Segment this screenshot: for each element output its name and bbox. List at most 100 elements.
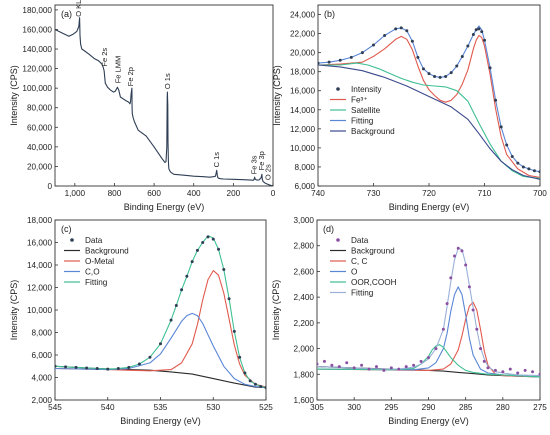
data-point	[421, 67, 425, 71]
legend-label: Fitting	[351, 117, 374, 126]
data-point	[253, 382, 257, 386]
data-point	[367, 367, 371, 371]
legend-item: Fe³⁺	[330, 96, 368, 105]
data-point	[127, 365, 131, 369]
data-point	[238, 355, 242, 359]
y-axis-label: Intensity (CPS)	[9, 280, 19, 341]
data-point	[499, 125, 503, 129]
legend-label: O-Metal	[85, 257, 114, 266]
y-tick-label: 120,000	[22, 65, 52, 74]
data-point	[259, 385, 263, 388]
series-data-points	[317, 246, 540, 376]
series-o-metal-line	[55, 270, 266, 388]
legend-label: Intensity	[351, 85, 382, 94]
data-point	[74, 365, 78, 369]
data-point	[475, 327, 479, 331]
legend-item: Fitting	[330, 289, 374, 298]
y-tick-label: 6,000	[295, 182, 316, 191]
peak-annotation: C 1s	[212, 152, 221, 168]
x-tick-label: 720	[422, 189, 436, 198]
panel-3: 545 540 535 530 525 2,000 4,000 6,000 8,000 10,00…	[9, 216, 273, 426]
legend-item: Data	[70, 236, 103, 245]
data-point	[480, 30, 484, 34]
data-point	[488, 66, 492, 70]
y-tick-label: 1,800	[294, 370, 315, 379]
peak-annotation: Fe 3p	[257, 151, 266, 170]
data-point	[479, 347, 483, 351]
data-point	[185, 274, 189, 278]
data-point	[427, 356, 430, 360]
data-point	[397, 367, 401, 371]
data-point	[232, 329, 236, 333]
x-tick-label: 740	[311, 189, 325, 198]
y-axis-label: Intensity (CPS)	[9, 65, 19, 126]
series-o-line	[317, 286, 540, 378]
panel-1: 1,000 800 600 400 200 0 0 20,000 40,000 60,000 80,…	[9, 0, 276, 212]
plot-area	[55, 235, 266, 390]
data-point	[352, 366, 356, 370]
data-point	[466, 44, 470, 48]
data-point	[464, 263, 468, 267]
data-point	[494, 98, 498, 102]
x-tick-label: 700	[533, 189, 547, 198]
data-point	[206, 235, 210, 239]
data-point	[106, 367, 110, 371]
data-point	[222, 268, 226, 271]
data-point	[349, 55, 353, 59]
legend-label: C, C	[351, 257, 367, 266]
data-point	[345, 361, 349, 365]
y-tick-label: 12,000	[27, 284, 52, 293]
series-fitting-line	[55, 235, 266, 389]
data-point	[195, 248, 199, 252]
data-point	[412, 363, 416, 367]
x-tick-label: 600	[147, 189, 161, 198]
x-tick-label: 280	[496, 403, 510, 412]
x-tick-label: 305	[310, 403, 324, 412]
y-tick-label: 2,600	[294, 267, 315, 276]
data-point	[330, 363, 334, 367]
y-tick-label: 4,000	[32, 374, 53, 383]
data-point	[460, 249, 464, 253]
data-point	[456, 246, 460, 250]
legend-label: Background	[85, 247, 129, 256]
y-tick-label: 8,000	[295, 163, 316, 172]
data-point	[455, 64, 459, 68]
data-point	[148, 355, 152, 359]
data-point	[483, 38, 486, 42]
legend-label: Fitting	[351, 289, 374, 298]
series-fe--line	[318, 34, 540, 178]
data-point	[538, 372, 540, 376]
y-tick-label: 2,800	[294, 242, 315, 251]
series-oor-cooh-line	[317, 344, 540, 378]
data-point	[399, 26, 403, 30]
x-tick-label: 545	[48, 403, 62, 412]
x-tick-label: 290	[422, 403, 436, 412]
series-background-line	[318, 64, 540, 180]
data-point	[317, 362, 319, 366]
x-tick-label: 1,000	[65, 189, 86, 198]
y-tick-label: 60,000	[27, 123, 52, 132]
legend-label: Fe³⁺	[351, 96, 368, 105]
legend-label: Data	[85, 236, 103, 245]
legend-item: Intensity	[336, 85, 382, 94]
data-point	[85, 366, 89, 370]
y-tick-label: 24,000	[290, 11, 315, 20]
series-intensity-points	[318, 26, 540, 174]
x-tick-label: 710	[478, 189, 492, 198]
y-tick-label: 14,000	[290, 106, 315, 115]
x-axis-label: Binding Energy (eV)	[389, 202, 470, 212]
data-point	[410, 39, 414, 43]
y-tick-label: 2,000	[294, 345, 315, 354]
data-point	[538, 170, 540, 174]
y-tick-label: 2,400	[294, 293, 315, 302]
y-tick-label: 20,000	[27, 162, 52, 171]
data-point	[264, 386, 266, 390]
peak-annotation: O 1s	[163, 73, 172, 89]
legend-item: C,O	[64, 268, 100, 277]
data-point	[337, 365, 341, 369]
y-tick-label: 2,000	[32, 396, 53, 405]
data-point	[433, 74, 437, 78]
y-tick-label: 2,200	[294, 319, 315, 328]
plot-frame	[54, 4, 274, 187]
